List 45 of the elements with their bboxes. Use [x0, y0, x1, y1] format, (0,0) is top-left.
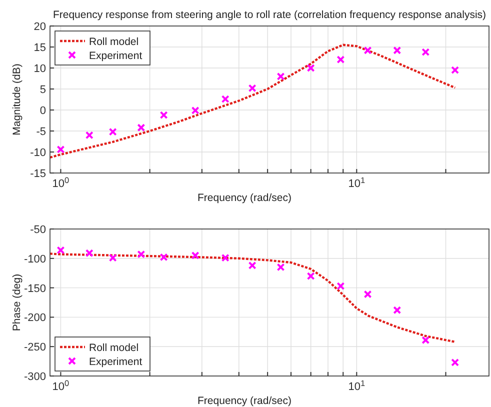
x-axis-title: Frequency (rad/sec) — [198, 192, 292, 204]
y-tick-label: -200 — [24, 312, 46, 324]
y-tick-label: -15 — [30, 168, 46, 180]
point — [108, 254, 117, 262]
point — [137, 124, 146, 132]
x-tick-label: 10$^{0}$ — [52, 378, 70, 393]
chart-title: Frequency response from steering angle to roll rate (correlation frequency response analysis) — [52, 9, 486, 21]
legend-label: Roll model — [89, 36, 139, 48]
point — [393, 306, 402, 314]
point — [221, 254, 230, 262]
point — [364, 290, 372, 298]
y-tick-label: -300 — [24, 371, 46, 383]
y-tick-label: 0 — [40, 105, 46, 117]
y-tick-label: -100 — [24, 253, 46, 266]
point — [336, 56, 345, 64]
y-axis-title: Phase (deg) — [11, 274, 23, 332]
x-axis-title: Frequency (rad/sec) — [198, 395, 292, 407]
point — [422, 336, 430, 344]
y-tick-label: -50 — [30, 224, 46, 236]
point — [306, 272, 315, 280]
y-tick-label: 15 — [34, 42, 46, 54]
legend-label: Experiment — [89, 356, 142, 368]
legend-label: Experiment — [89, 50, 142, 62]
y-tick-label: 10 — [34, 63, 46, 75]
y-tick-label: -10 — [30, 147, 46, 159]
point — [336, 282, 345, 290]
legend-label: Roll model — [89, 342, 139, 354]
point — [451, 66, 460, 74]
point — [451, 358, 460, 366]
point — [306, 64, 315, 72]
y-axis-title: Magnitude (dB) — [11, 64, 23, 136]
point — [221, 95, 230, 104]
y-tick-label: 5 — [40, 84, 46, 96]
point — [422, 48, 430, 56]
x-tick-label: 10$^{1}$ — [348, 378, 366, 393]
y-tick-label: -5 — [36, 126, 46, 138]
y-tick-label: -150 — [24, 282, 46, 295]
x-tick-label: 10$^{1}$ — [348, 176, 366, 190]
y-tick-label: -250 — [24, 342, 46, 354]
point — [393, 46, 402, 54]
point — [364, 46, 372, 54]
point — [137, 250, 146, 258]
point — [108, 128, 117, 136]
x-tick-label: 10$^{0}$ — [52, 176, 70, 190]
y-tick-label: 20 — [34, 21, 46, 33]
